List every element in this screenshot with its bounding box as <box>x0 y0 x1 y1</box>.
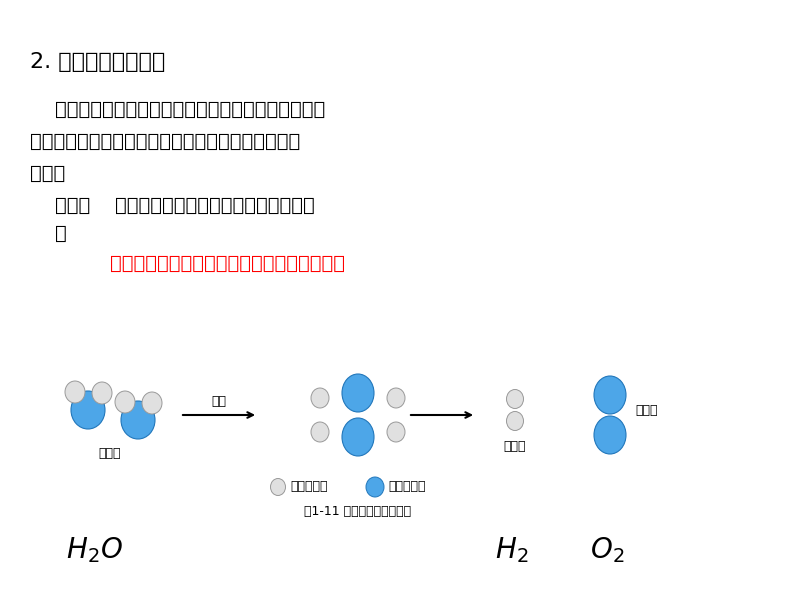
Ellipse shape <box>507 411 523 430</box>
Ellipse shape <box>92 382 112 404</box>
Ellipse shape <box>342 374 374 412</box>
Ellipse shape <box>65 381 85 403</box>
Ellipse shape <box>311 388 329 408</box>
Ellipse shape <box>594 376 626 414</box>
Ellipse shape <box>121 401 155 439</box>
Text: O$_2$: O$_2$ <box>590 535 624 565</box>
Text: 化学式不能凭空想象。先通过实验确定物质的组成，: 化学式不能凭空想象。先通过实验确定物质的组成， <box>30 100 326 119</box>
Ellipse shape <box>387 388 405 408</box>
Text: 思考：: 思考： <box>55 196 91 215</box>
Text: H$_2$O: H$_2$O <box>67 535 124 565</box>
Ellipse shape <box>594 416 626 454</box>
Ellipse shape <box>387 422 405 442</box>
Text: H$_2$: H$_2$ <box>495 535 529 565</box>
Ellipse shape <box>115 391 135 413</box>
Text: 氢分子: 氢分子 <box>503 440 526 453</box>
Ellipse shape <box>142 392 162 414</box>
Ellipse shape <box>366 477 384 497</box>
Text: 2. 化学式书写依据：: 2. 化学式书写依据： <box>30 52 165 72</box>
Ellipse shape <box>71 391 105 429</box>
Text: 水分子: 水分子 <box>98 447 121 460</box>
Ellipse shape <box>342 418 374 456</box>
Ellipse shape <box>507 390 523 408</box>
Text: ？: ？ <box>55 224 67 243</box>
Text: 通电: 通电 <box>211 395 226 408</box>
Text: 表示。: 表示。 <box>30 164 65 183</box>
Text: 然后按国际通用规则书写。一种物质只用一个化学式: 然后按国际通用规则书写。一种物质只用一个化学式 <box>30 132 300 151</box>
Text: 代表氧原子: 代表氧原子 <box>388 480 426 493</box>
Ellipse shape <box>311 422 329 442</box>
Ellipse shape <box>271 479 286 495</box>
Text: 代表氢原子: 代表氢原子 <box>290 480 327 493</box>
Text: 为什么一种物质只用一个化学式表示呢: 为什么一种物质只用一个化学式表示呢 <box>115 196 314 215</box>
Text: 氧分子: 氧分子 <box>635 403 657 417</box>
Text: 一种物质是纯净物，它的组成是固定不变的。: 一种物质是纯净物，它的组成是固定不变的。 <box>110 254 345 273</box>
Text: 图1-11 水电解的过程示意图: 图1-11 水电解的过程示意图 <box>304 505 411 518</box>
